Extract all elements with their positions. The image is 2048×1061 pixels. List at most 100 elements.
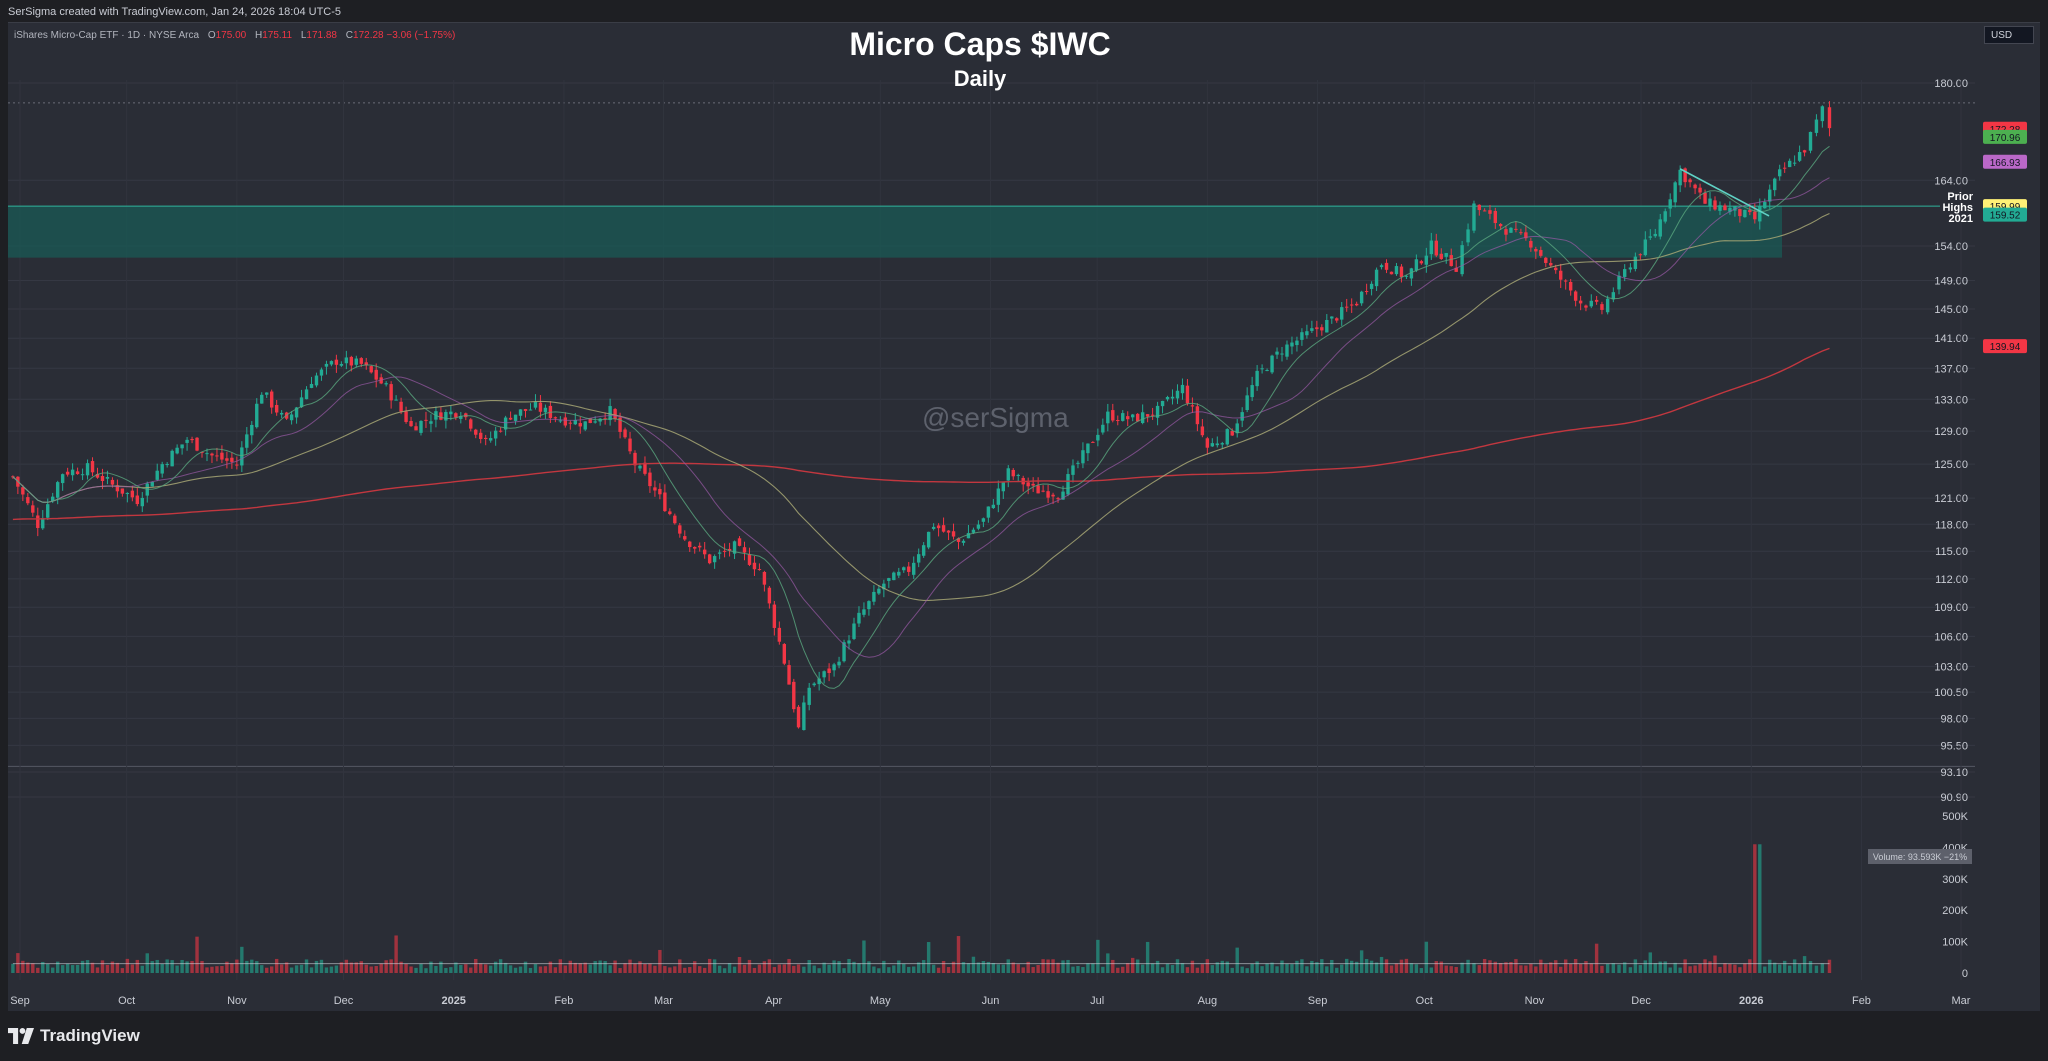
volume-bar	[1140, 964, 1145, 973]
volume-bar	[1340, 964, 1344, 973]
volume-bar	[404, 963, 408, 973]
low-value: 171.88	[306, 30, 337, 41]
candle-body	[1504, 229, 1508, 235]
candle-body	[1389, 271, 1394, 275]
candle	[1310, 320, 1314, 333]
volume-bar	[85, 960, 90, 973]
candle	[1046, 484, 1050, 503]
candle	[80, 468, 85, 481]
candle-body	[513, 414, 518, 421]
price-badge-value: 166.93	[1990, 158, 2021, 169]
chart-pane[interactable]	[8, 22, 2040, 1011]
candle	[85, 459, 90, 480]
candle-body	[752, 562, 757, 570]
prior-highs-label: 2021	[1949, 213, 1973, 225]
candle-body	[787, 665, 791, 685]
candle-body	[822, 671, 826, 678]
volume-bar	[1280, 960, 1284, 973]
candle-body	[245, 434, 249, 448]
candle-body	[817, 678, 821, 685]
candle-body	[892, 572, 896, 581]
candle	[1185, 379, 1190, 406]
candle	[1753, 203, 1757, 224]
volume-bar	[1116, 967, 1120, 973]
candle	[90, 457, 95, 477]
candle-body	[1638, 254, 1643, 256]
chart-title: Micro Caps $IWC	[849, 26, 1111, 62]
candle-body	[1325, 320, 1329, 333]
candle-body	[1225, 429, 1229, 445]
candle	[931, 523, 936, 531]
volume-bar	[260, 965, 264, 973]
symbol-description: iShares Micro-Cap ETF · 1D · NYSE Arca	[14, 30, 200, 41]
candle-body	[712, 556, 717, 563]
currency-selector[interactable]: USD	[1984, 26, 2034, 44]
volume-bar	[837, 961, 841, 973]
volume-bar	[235, 959, 239, 973]
price-badge-value: 159.52	[1990, 211, 2021, 222]
volume-bar	[1145, 941, 1150, 973]
candle	[802, 695, 806, 731]
volume-bar	[449, 967, 453, 973]
volume-bar	[1758, 844, 1762, 973]
volume-bar	[832, 960, 836, 973]
volume-bar	[41, 961, 45, 973]
candle	[424, 411, 428, 428]
volume-bar	[1409, 963, 1414, 973]
volume-bar	[1056, 962, 1060, 973]
candle-body	[230, 457, 234, 462]
volume-bar	[1135, 959, 1140, 973]
volume-bar	[479, 963, 483, 973]
candle-body	[1160, 400, 1165, 407]
volume-bar	[459, 965, 463, 973]
volume-bar	[240, 946, 244, 973]
volume-bar	[1568, 963, 1573, 973]
candle-body	[1135, 413, 1140, 422]
candle	[190, 436, 194, 444]
candle-body	[1802, 150, 1807, 153]
candle-body	[319, 369, 324, 376]
candle	[1524, 224, 1528, 241]
candle-body	[279, 412, 284, 415]
volume-bar	[1633, 959, 1638, 973]
candle	[1488, 204, 1492, 220]
volume-tick-label: 100K	[1942, 937, 1968, 949]
candle-body	[593, 421, 597, 423]
volume-bar	[349, 962, 354, 973]
volume-bar	[1041, 959, 1045, 973]
price-tick-label: 90.90	[1940, 792, 1968, 804]
candle-body	[1106, 411, 1110, 424]
volume-bar	[1205, 959, 1210, 973]
volume-bar	[1389, 965, 1394, 973]
candle	[857, 606, 861, 627]
price-tick-label: 180.00	[1934, 78, 1968, 90]
candle-body	[474, 429, 478, 435]
volume-bar	[319, 959, 324, 973]
candle	[538, 395, 543, 418]
candle-body	[1250, 385, 1254, 398]
candle	[693, 546, 697, 554]
candle	[1250, 376, 1254, 402]
candle	[1215, 436, 1220, 448]
time-tick-label: Jun	[982, 995, 1000, 1007]
volume-bar	[364, 964, 368, 973]
volume-bar	[225, 961, 229, 973]
volume-bar	[732, 966, 737, 973]
candle-body	[419, 420, 423, 433]
volume-bar	[1678, 967, 1682, 973]
volume-bar	[986, 961, 991, 973]
candle	[274, 400, 279, 416]
volume-bar	[215, 966, 219, 973]
candle-body	[404, 411, 408, 422]
volume-bar	[568, 960, 573, 973]
price-tick-label: 129.00	[1934, 426, 1968, 438]
volume-bar	[1300, 959, 1304, 973]
tradingview-footer[interactable]: TradingView	[8, 1024, 140, 1048]
candle	[389, 381, 393, 409]
candle-body	[931, 526, 936, 529]
candle-body	[772, 604, 777, 628]
candle-body	[633, 452, 637, 466]
candle-body	[150, 481, 154, 487]
volume-bar	[872, 966, 876, 973]
